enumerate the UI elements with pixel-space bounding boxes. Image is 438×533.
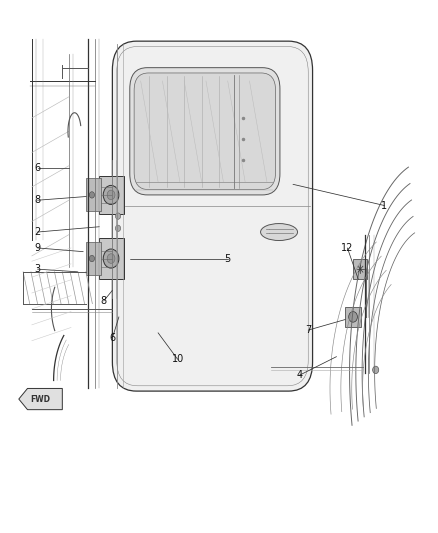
Polygon shape: [19, 389, 62, 410]
Circle shape: [116, 213, 120, 219]
FancyBboxPatch shape: [99, 176, 124, 214]
FancyBboxPatch shape: [345, 307, 361, 327]
Circle shape: [349, 312, 357, 322]
Circle shape: [103, 249, 119, 268]
Text: 12: 12: [341, 243, 353, 253]
Text: 8: 8: [35, 195, 41, 205]
Text: 10: 10: [172, 354, 184, 364]
Text: 4: 4: [297, 370, 303, 380]
Text: 6: 6: [110, 333, 116, 343]
Circle shape: [116, 225, 120, 231]
FancyBboxPatch shape: [353, 259, 367, 279]
Circle shape: [373, 366, 379, 374]
Circle shape: [107, 254, 115, 263]
Ellipse shape: [261, 223, 297, 240]
FancyBboxPatch shape: [99, 238, 124, 279]
FancyBboxPatch shape: [86, 242, 101, 275]
Circle shape: [107, 190, 115, 200]
Text: 2: 2: [35, 227, 41, 237]
Text: 7: 7: [305, 325, 311, 335]
PathPatch shape: [130, 68, 280, 195]
Text: 5: 5: [225, 254, 231, 263]
Text: 3: 3: [35, 264, 41, 274]
Circle shape: [103, 185, 119, 205]
Circle shape: [89, 255, 95, 262]
Circle shape: [89, 192, 95, 198]
Text: FWD: FWD: [31, 394, 50, 403]
Text: 6: 6: [35, 164, 41, 173]
PathPatch shape: [113, 41, 313, 391]
PathPatch shape: [134, 73, 276, 190]
Text: 8: 8: [101, 296, 107, 306]
FancyBboxPatch shape: [86, 179, 101, 212]
Text: 9: 9: [35, 243, 41, 253]
Text: 1: 1: [381, 200, 388, 211]
